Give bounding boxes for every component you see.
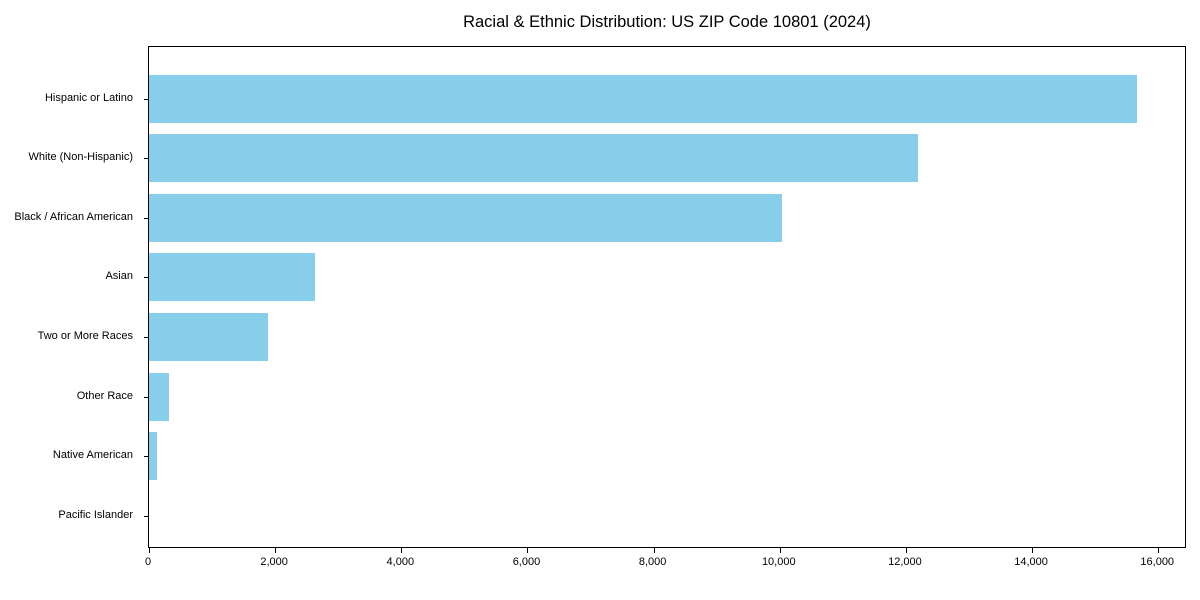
chart-title: Racial & Ethnic Distribution: US ZIP Cod… bbox=[463, 13, 871, 31]
category-label: Black / African American bbox=[14, 210, 133, 223]
x-axis-tick bbox=[275, 548, 277, 553]
x-tick-label: 4,000 bbox=[386, 556, 415, 568]
x-axis-tick bbox=[653, 548, 655, 553]
y-axis-labels: Hispanic or Latino White (Non-Hispanic) Bl… bbox=[0, 46, 140, 548]
category-label: White (Non-Hispanic) bbox=[28, 151, 133, 164]
x-tick-label: 10,000 bbox=[761, 556, 796, 568]
bar-black-african-american bbox=[149, 193, 783, 242]
y-axis-tick bbox=[144, 515, 148, 517]
category-label: Other Race bbox=[76, 389, 133, 402]
x-tick-label: 0 bbox=[144, 556, 152, 568]
x-axis-tick bbox=[905, 548, 907, 553]
y-axis-tick bbox=[144, 396, 148, 398]
x-axis-tick bbox=[1032, 548, 1034, 553]
y-axis-tick bbox=[144, 277, 148, 279]
x-axis-labels: 0 2,000 4,000 6,000 8,000 10,000 12,000 14,000 1… bbox=[144, 556, 1186, 576]
x-axis-tick bbox=[779, 548, 781, 553]
x-axis-tick bbox=[401, 548, 403, 553]
bar-other-race bbox=[149, 372, 169, 421]
x-axis-tick bbox=[149, 548, 150, 553]
y-axis-tick bbox=[144, 217, 148, 219]
x-axis-tick bbox=[527, 548, 529, 553]
bar-hispanic-or-latino bbox=[149, 74, 1137, 123]
y-axis-tick bbox=[144, 456, 148, 458]
x-tick-label: 12,000 bbox=[888, 556, 922, 568]
bar-white-non-hispanic bbox=[149, 134, 918, 183]
bar-two-or-more-races bbox=[149, 312, 269, 361]
bar-asian bbox=[149, 253, 315, 302]
plot-area bbox=[144, 46, 1186, 553]
category-label: Hispanic or Latino bbox=[44, 91, 133, 104]
x-tick-label: 2,000 bbox=[260, 556, 288, 568]
bar-native-american bbox=[149, 432, 158, 481]
y-axis-tick bbox=[144, 98, 148, 100]
x-tick-label: 16,000 bbox=[1140, 556, 1175, 568]
x-axis-tick bbox=[1158, 548, 1160, 553]
category-label: Pacific Islander bbox=[58, 508, 133, 521]
x-tick-label: 8,000 bbox=[638, 556, 667, 568]
category-label: Two or More Races bbox=[37, 329, 133, 342]
x-tick-label: 6,000 bbox=[512, 556, 541, 568]
category-label: Asian bbox=[105, 270, 133, 283]
y-axis-tick bbox=[144, 158, 148, 160]
category-label: Native American bbox=[52, 449, 133, 462]
y-axis-tick bbox=[144, 336, 148, 338]
x-tick-label: 14,000 bbox=[1014, 556, 1048, 568]
